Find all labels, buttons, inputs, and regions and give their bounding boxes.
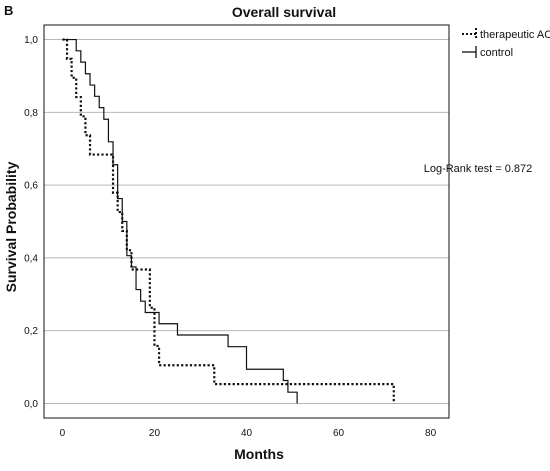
legend: therapeutic AC control (462, 28, 550, 59)
grid-lines (44, 39, 449, 404)
panel-label: B (4, 3, 13, 18)
x-tick-label: 20 (149, 428, 161, 439)
legend-label-therapeutic-ac: therapeutic AC (480, 29, 550, 41)
plot-frame (43, 24, 450, 419)
x-tick-label: 0 (60, 428, 66, 439)
x-tick-label: 40 (241, 428, 253, 439)
x-tick-label: 60 (333, 428, 345, 439)
x-tick-label: 80 (425, 428, 437, 439)
x-axis-label: Months (234, 446, 284, 462)
y-tick-label: 0,6 (24, 181, 38, 192)
survival-series (62, 38, 395, 404)
y-tick-label: 0,4 (24, 253, 38, 264)
chart-title: Overall survival (232, 4, 336, 20)
series-control-line (62, 38, 298, 404)
tick-labels: 0,0 0,2 0,4 0,6 0,8 1,0 0 20 40 60 80 (24, 35, 436, 439)
y-tick-label: 0,0 (24, 399, 38, 410)
y-tick-label: 1,0 (24, 35, 38, 46)
y-axis-label: Survival Probability (3, 161, 19, 292)
log-rank-annotation: Log-Rank test = 0.872 (424, 163, 533, 175)
y-tick-label: 0,2 (24, 326, 38, 337)
legend-label-control: control (480, 47, 513, 59)
y-tick-label: 0,8 (24, 108, 38, 119)
series-therapeutic-ac-line (62, 38, 395, 404)
plot-border (43, 24, 450, 419)
